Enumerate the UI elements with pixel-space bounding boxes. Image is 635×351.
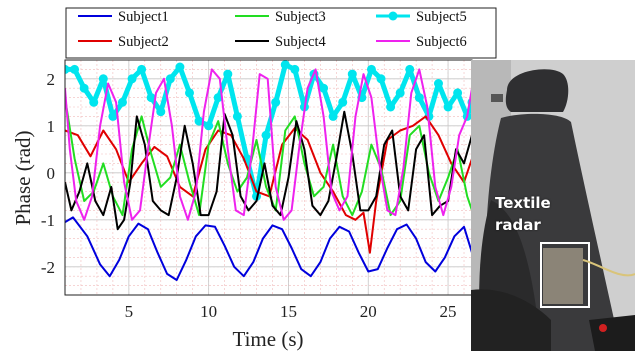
series-point <box>204 121 214 131</box>
series-layer <box>65 60 472 281</box>
legend-label: Subject5 <box>416 9 467 25</box>
series-point <box>319 83 329 93</box>
legend-label: Subject1 <box>118 9 169 25</box>
legend-label: Subject2 <box>118 34 169 50</box>
red-marker <box>599 324 607 332</box>
x-tick-label: 5 <box>125 302 134 321</box>
series-line <box>65 115 472 254</box>
x-tick-label: 25 <box>440 302 457 321</box>
y-tick-label: 0 <box>47 164 56 183</box>
textile-radar-patch <box>543 248 583 304</box>
x-tick-label: 20 <box>360 302 377 321</box>
series-line <box>65 216 472 281</box>
series-point <box>194 116 204 126</box>
series-point <box>70 64 80 74</box>
series-point <box>271 97 281 107</box>
series-point <box>405 64 415 74</box>
series-subject2 <box>65 115 472 254</box>
series-point <box>395 88 405 98</box>
series-point <box>338 97 348 107</box>
legend: Subject1 Subject2 Subject3 Subject4 Subject5… <box>65 7 497 59</box>
series-point <box>261 130 271 140</box>
headrest-post <box>491 94 503 102</box>
series-subject1 <box>65 216 472 281</box>
series-subject4 <box>65 110 472 231</box>
seat-stitching <box>589 315 635 351</box>
series-point <box>280 60 290 70</box>
series-subject5 <box>65 60 472 201</box>
series-subject6 <box>65 68 472 221</box>
series-line <box>65 68 472 221</box>
x-tick-label: 15 <box>280 302 297 321</box>
y-tick-label: 2 <box>47 70 56 89</box>
legend-label: Subject3 <box>275 9 326 25</box>
y-tick-label: -1 <box>41 211 55 230</box>
x-tick-label: 10 <box>200 302 217 321</box>
series-point <box>366 64 376 74</box>
cable <box>582 259 635 277</box>
tick-layer: 5 10 15 20 25 -2 -1 0 1 2 <box>41 70 457 321</box>
series-point <box>443 102 453 112</box>
series-line <box>65 110 472 231</box>
textile-radar-label: Textile radar <box>495 194 551 234</box>
legend-entry: Subject2 <box>78 34 169 50</box>
series-point <box>117 97 127 107</box>
series-point <box>223 69 233 79</box>
y-axis-title: Phase (rad) <box>11 130 35 225</box>
headrest <box>505 69 569 112</box>
legend-entry: Subject5 <box>376 9 467 25</box>
legend-entry: Subject1 <box>78 9 169 25</box>
x-axis-title: Time (s) <box>233 327 304 351</box>
legend-box <box>65 7 497 59</box>
series-point <box>108 111 118 121</box>
series-point <box>453 88 463 98</box>
series-point <box>347 69 357 79</box>
series-point <box>65 64 70 74</box>
radar-highlight-box <box>540 242 590 308</box>
series-point <box>127 74 137 84</box>
series-point <box>137 64 147 74</box>
series-point <box>184 88 194 98</box>
y-tick-label: -2 <box>41 258 55 277</box>
legend-entry: Subject3 <box>235 9 326 25</box>
series-point <box>175 62 185 72</box>
series-point <box>232 111 242 121</box>
series-point <box>376 74 386 84</box>
series-point <box>433 79 443 88</box>
radar-seat-photo <box>471 60 635 351</box>
series-point <box>98 74 108 84</box>
legend-label: Subject4 <box>275 34 326 50</box>
series-point <box>386 102 396 112</box>
legend-marker <box>388 11 398 21</box>
series-point <box>290 64 300 74</box>
legend-label: Subject6 <box>416 34 467 50</box>
seat-cushion <box>471 289 551 351</box>
series-point <box>165 74 175 84</box>
legend-entry: Subject4 <box>235 34 326 50</box>
series-point <box>146 93 156 103</box>
series-point <box>328 111 338 121</box>
series-point <box>213 93 223 103</box>
series-point <box>79 83 89 93</box>
series-point <box>89 97 99 107</box>
legend-entry: Subject6 <box>376 34 467 50</box>
y-tick-label: 1 <box>47 117 56 136</box>
series-point <box>156 107 166 117</box>
series-point <box>414 93 424 103</box>
